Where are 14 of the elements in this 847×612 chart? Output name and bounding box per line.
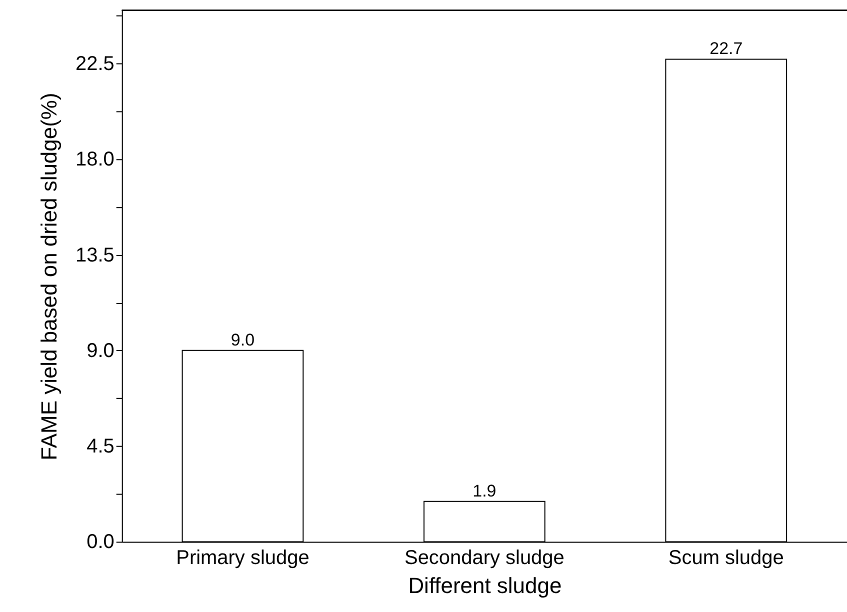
x-axis-title: Different sludge [408, 573, 562, 598]
y-tick-label: 9.0 [86, 340, 114, 362]
y-tick-label: 18.0 [75, 148, 114, 171]
y-tick-label: 0.0 [86, 531, 114, 554]
y-axis-title: FAME yield based on dried sludge(%) [36, 92, 62, 460]
x-tick-label: Primary sludge [176, 547, 310, 570]
y-tick-label: 13.5 [75, 244, 114, 266]
data-label: 22.7 [710, 39, 743, 58]
x-tick-label: Secondary sludge [404, 547, 564, 570]
data-label: 9.0 [230, 330, 255, 350]
y-tick-label: 22.5 [75, 52, 114, 75]
data-label: 1.9 [472, 481, 496, 500]
x-tick-label: Scum sludge [668, 547, 784, 570]
y-tick-label: 4.5 [86, 436, 114, 458]
